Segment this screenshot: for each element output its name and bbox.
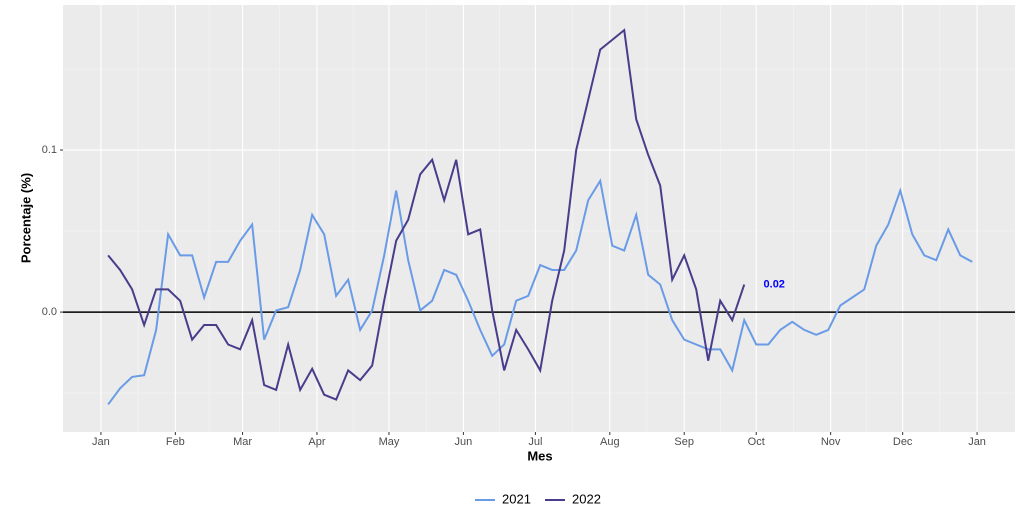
- plot-panel: [63, 5, 1015, 432]
- y-tick-label: 0.0: [42, 306, 57, 318]
- x-tick-label: Nov: [821, 436, 841, 448]
- y-tick-label: 0.1: [42, 144, 57, 156]
- x-tick-label: May: [379, 436, 400, 448]
- series-line: [107, 178, 973, 406]
- x-tick-label: Mar: [233, 436, 252, 448]
- x-tick-label: Feb: [166, 436, 185, 448]
- x-tick-label: Dec: [893, 436, 913, 448]
- x-tick-label: Jan: [92, 436, 110, 448]
- x-tick-label: Jan: [968, 436, 986, 448]
- x-tick-label: Aug: [600, 436, 620, 448]
- y-axis-title: Porcentaje (%): [18, 173, 33, 263]
- x-tick-label: Jun: [455, 436, 473, 448]
- series-line: [107, 28, 746, 401]
- value-label: 0.02: [764, 278, 785, 290]
- x-axis-title: Mes: [527, 448, 552, 463]
- x-tick-label: Jul: [528, 436, 542, 448]
- x-tick-label: Apr: [308, 436, 325, 448]
- legend-text: 2022: [572, 491, 601, 506]
- x-tick-label: Oct: [748, 436, 765, 448]
- legend-text: 2021: [502, 491, 531, 506]
- x-tick-label: Sep: [674, 436, 694, 448]
